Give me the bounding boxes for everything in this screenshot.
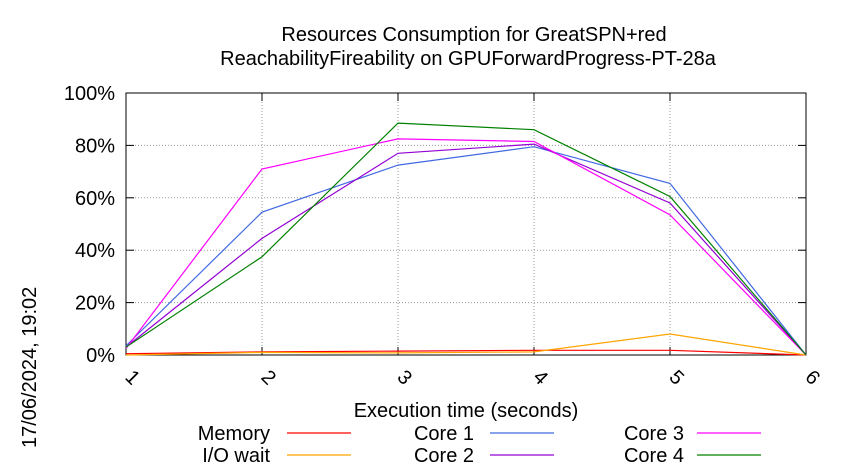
legend-label: Core 2 <box>414 445 474 467</box>
y-tick-label: 20% <box>75 293 115 315</box>
y-tick-label: 0% <box>86 345 115 367</box>
legend-label: Core 4 <box>624 445 684 467</box>
series-line-memory <box>125 349 807 356</box>
y-tick-label: 60% <box>75 188 115 210</box>
x-axis: 1 2 3 4 5 6 <box>121 93 824 389</box>
y-tick-label: 100% <box>64 83 115 105</box>
series-line-i-o-wait <box>125 333 807 356</box>
series-line-core-2 <box>125 143 807 356</box>
x-tick-label: 4 <box>529 366 552 389</box>
x-tick-label: 1 <box>121 366 144 389</box>
y-axis: 0% 20% 40% 60% 80% 100% <box>64 83 806 367</box>
legend-item: Core 1 <box>414 423 554 445</box>
legend-item: I/O wait <box>202 445 351 467</box>
chart-title: Resources Consumption for GreatSPN+red <box>281 24 666 46</box>
series-line-core-3 <box>125 138 807 356</box>
legend-label: Memory <box>198 423 270 445</box>
legend-label: I/O wait <box>202 445 270 467</box>
x-axis-label: Execution time (seconds) <box>354 400 579 422</box>
series-lines <box>125 122 807 356</box>
y-tick-label: 80% <box>75 135 115 157</box>
chart-subtitle: ReachabilityFireability on GPUForwardPro… <box>220 48 717 70</box>
x-tick-label: 6 <box>801 366 824 389</box>
legend-item: Core 3 <box>624 423 761 445</box>
legend-item: Core 2 <box>414 445 554 467</box>
legend-item: Core 4 <box>624 445 761 467</box>
plot-frame <box>125 92 807 356</box>
legend-label: Core 3 <box>624 423 684 445</box>
legend-label: Core 1 <box>414 423 474 445</box>
x-tick-label: 5 <box>665 366 688 389</box>
grid <box>125 92 807 356</box>
series-line-core-4 <box>125 122 807 356</box>
legend-item: Memory <box>198 423 351 445</box>
timestamp: 17/06/2024, 19:02 <box>19 287 41 448</box>
x-tick-label: 2 <box>257 366 280 389</box>
x-tick-label: 3 <box>393 366 416 389</box>
y-tick-label: 40% <box>75 240 115 262</box>
series-line-core-1 <box>125 146 807 356</box>
